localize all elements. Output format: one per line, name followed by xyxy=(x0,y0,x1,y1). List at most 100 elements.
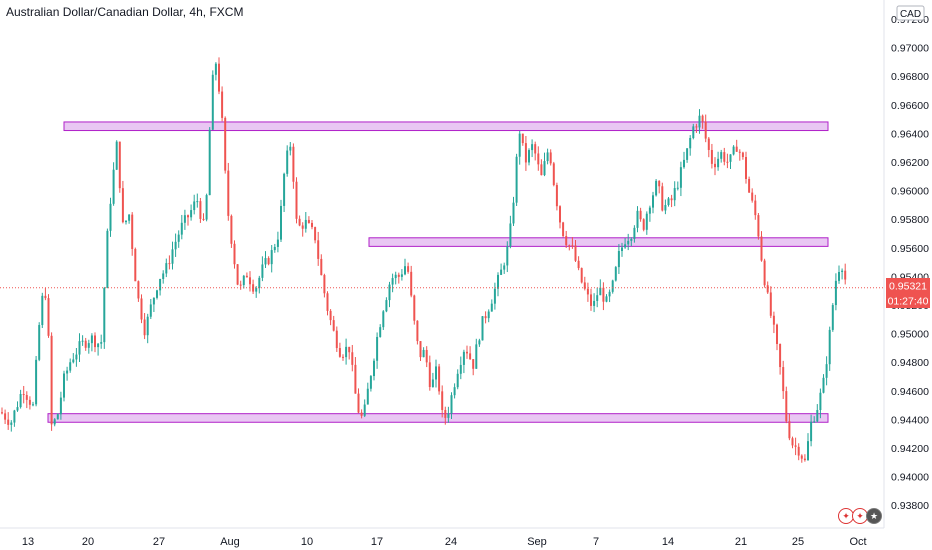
candle-body xyxy=(751,192,754,201)
candle-body xyxy=(351,352,354,365)
candle-body xyxy=(726,161,729,163)
candle-body xyxy=(283,173,286,206)
candle-body xyxy=(22,394,25,396)
candle-body xyxy=(106,230,109,289)
candle-body xyxy=(704,121,707,139)
candle-body xyxy=(642,219,645,230)
candle-body xyxy=(586,288,589,295)
candle-body xyxy=(410,271,413,296)
candle-body xyxy=(72,359,75,363)
candle-body xyxy=(779,343,782,368)
candle-body xyxy=(732,146,735,155)
candle-body xyxy=(25,395,28,400)
candle-body xyxy=(311,222,313,228)
candle-body xyxy=(75,354,78,360)
candle-body xyxy=(258,277,261,289)
candle-body xyxy=(59,397,62,415)
candle-body xyxy=(763,260,766,286)
candle-body xyxy=(227,170,230,216)
candle-body xyxy=(515,156,518,203)
candle-body xyxy=(574,245,577,261)
candle-body xyxy=(822,377,825,393)
candle-body xyxy=(270,250,273,265)
candle-body xyxy=(221,91,224,118)
candle-body xyxy=(580,268,583,283)
candle-body xyxy=(673,188,676,201)
x-tick-label: 20 xyxy=(82,536,94,548)
candle-body xyxy=(509,223,512,247)
candle-body xyxy=(183,215,186,223)
candle-body xyxy=(534,144,537,154)
candle-body xyxy=(320,258,323,276)
candle-body xyxy=(692,126,695,138)
candle-body xyxy=(754,200,757,216)
candle-body xyxy=(149,304,152,317)
y-axis[interactable]: 0.93800 0.94000 0.94200 0.94400 0.94600 0.948… xyxy=(891,14,929,512)
candle-body xyxy=(397,274,400,277)
candle-body xyxy=(4,413,7,420)
candle-body xyxy=(636,210,639,228)
candle-body xyxy=(729,154,732,162)
candle-body xyxy=(140,298,143,320)
candle-body xyxy=(156,290,158,298)
candle-body xyxy=(301,225,304,229)
y-tick-label: 0.94200 xyxy=(891,443,929,455)
candle-body xyxy=(627,240,630,245)
candle-body xyxy=(394,274,397,279)
candlestick-series xyxy=(1,57,847,463)
candle-body xyxy=(193,201,196,211)
candle-body xyxy=(342,356,344,358)
candle-body xyxy=(540,164,543,176)
candle-body xyxy=(180,222,183,235)
candle-body xyxy=(190,210,193,218)
candle-body xyxy=(360,412,363,416)
price-zone[interactable] xyxy=(63,121,829,132)
candle-body xyxy=(772,315,775,325)
x-tick-label: Oct xyxy=(849,536,866,548)
candle-body xyxy=(357,393,360,413)
candle-body xyxy=(493,288,496,304)
candle-body xyxy=(376,336,379,361)
candle-body xyxy=(10,422,13,425)
economic-events[interactable]: ✦ ✦ ★ xyxy=(838,508,882,524)
x-tick-label: 14 xyxy=(662,536,674,548)
candle-body xyxy=(211,74,214,130)
candle-body xyxy=(63,373,65,398)
candle-body xyxy=(531,144,534,151)
candle-body xyxy=(447,413,450,418)
candle-body xyxy=(791,438,794,446)
price-zone[interactable] xyxy=(368,237,829,247)
candle-body xyxy=(35,359,38,405)
candle-body xyxy=(723,152,726,162)
candle-body xyxy=(233,243,236,265)
candle-body xyxy=(834,280,837,306)
candle-body xyxy=(230,215,233,244)
candle-body xyxy=(205,195,208,220)
candle-body xyxy=(100,342,103,344)
australia-flag-icon[interactable]: ★ xyxy=(866,508,882,524)
candle-body xyxy=(199,201,202,219)
candle-body xyxy=(295,181,298,219)
price-zone[interactable] xyxy=(47,413,829,423)
candle-body xyxy=(13,410,16,423)
candle-body xyxy=(146,316,149,336)
candle-body xyxy=(599,287,602,296)
candle-body xyxy=(218,63,220,92)
candle-body xyxy=(407,266,410,272)
candle-body xyxy=(304,219,307,229)
candle-body xyxy=(90,335,93,344)
candle-body xyxy=(400,274,403,277)
last-price-tag-bg xyxy=(886,278,930,293)
candle-body xyxy=(707,138,710,150)
x-tick-label: 13 xyxy=(22,536,34,548)
y-tick-label: 0.97000 xyxy=(891,43,929,55)
x-axis[interactable]: 13 20 27 Aug 10 17 24 Sep 7 14 21 25 Oct xyxy=(22,536,867,548)
support-resistance-zones[interactable] xyxy=(47,121,829,423)
candle-body xyxy=(819,392,822,410)
candle-body xyxy=(555,185,558,207)
candle-body xyxy=(441,391,444,410)
candle-body xyxy=(28,399,31,405)
candle-body xyxy=(490,303,493,312)
x-tick-label: Aug xyxy=(220,536,240,548)
